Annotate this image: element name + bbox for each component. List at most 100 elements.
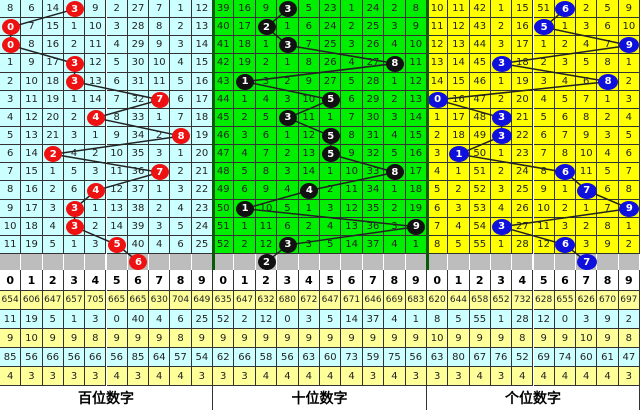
grid-cell: 20 (42, 108, 64, 127)
grid-cell: 7 (106, 90, 128, 109)
stat-cell: 63 (298, 348, 320, 367)
grid-cell: 15 (21, 163, 43, 182)
grid-cell: 24 (512, 163, 534, 182)
grid-cell: 40 (127, 235, 150, 254)
grid-cell: 17 (448, 108, 470, 127)
grid-cell: 3 (554, 217, 577, 236)
gray-cell (469, 254, 491, 270)
grid-cell: 7 (341, 108, 363, 127)
grid-cell: 1 (63, 18, 86, 37)
grid-cell: 49 (469, 127, 491, 146)
grid-cell: 6 (234, 181, 256, 200)
grid-cell: 2 (149, 127, 171, 146)
grid-cell: 48 (213, 163, 235, 182)
stat-cell: 11 (0, 310, 22, 329)
grid-cell: 16 (405, 145, 427, 164)
number-ball: 3 (65, 1, 84, 18)
grid-cell: 2 (427, 127, 449, 146)
grid-cell: 1 (427, 108, 449, 127)
grid-cell: 3 (490, 181, 513, 200)
grid-cell: 2 (490, 18, 513, 37)
stat-cell: 25 (191, 310, 213, 329)
grid-cell: 1 (554, 18, 577, 37)
stat-cell: 64 (149, 348, 171, 367)
grid-cell: 14 (21, 145, 43, 164)
stat-cell: 75 (384, 348, 406, 367)
stat-cell: 0 (277, 310, 299, 329)
grid-cell: 3 (384, 18, 406, 37)
grid-cell: 17 (42, 54, 64, 73)
stat-cell: 9 (234, 329, 256, 348)
grid-cell: 13 (427, 54, 449, 73)
grid-cell: 12 (533, 235, 555, 254)
grid-cell: 5 (170, 217, 192, 236)
stat-cell: 9 (255, 329, 278, 348)
stat-cell: 9 (149, 329, 171, 348)
grid-cell: 8 (149, 18, 171, 37)
grid-cell: 9 (533, 181, 555, 200)
stat-cell: 9 (469, 329, 491, 348)
stat-cell: 9 (127, 329, 150, 348)
number-ball: 3 (65, 55, 84, 72)
grid-cell: 5 (533, 108, 555, 127)
grid-cell: 7 (533, 145, 555, 164)
stat-cell: 3 (63, 367, 86, 386)
digit-header: 8 (170, 270, 192, 291)
stat-cell: 56 (106, 348, 128, 367)
stat-cell: 654 (0, 291, 22, 310)
grid-cell: 6 (427, 199, 449, 218)
stat-cell: 9 (320, 329, 342, 348)
grid-cell: 6 (597, 181, 619, 200)
grid-cell: 11 (298, 108, 320, 127)
grid-cell: 2 (576, 0, 598, 19)
grid-cell: 47 (213, 145, 235, 164)
grid-cell: 18 (42, 72, 64, 91)
grid-cell: 7 (597, 199, 619, 218)
stat-cell: 9 (554, 329, 577, 348)
grid-cell: 46 (469, 72, 491, 91)
stat-cell: 3 (490, 367, 513, 386)
number-ball: 7 (150, 91, 169, 108)
grid-cell: 39 (127, 217, 150, 236)
grid-cell: 8 (597, 54, 619, 73)
grid-cell: 4 (320, 217, 342, 236)
grid-cell: 6 (21, 0, 43, 19)
grid-cell: 8 (427, 235, 449, 254)
grid-cell: 1 (490, 145, 513, 164)
grid-cell: 2 (63, 108, 86, 127)
grid-cell: 32 (362, 145, 385, 164)
grid-cell: 16 (42, 36, 64, 55)
grid-cell: 6 (298, 18, 320, 37)
stat-cell: 4 (0, 367, 22, 386)
grid-cell: 28 (362, 72, 385, 91)
grid-cell: 7 (427, 217, 449, 236)
stat-cell: 57 (170, 348, 192, 367)
number-ball: 9 (619, 200, 640, 217)
grid-cell: 1 (490, 235, 513, 254)
grid-cell: 4 (149, 235, 171, 254)
stat-cell: 5 (42, 310, 64, 329)
number-ball: 3 (491, 55, 512, 72)
gray-cell (320, 254, 342, 270)
grid-cell: 9 (618, 0, 640, 19)
grid-cell: 3 (255, 72, 278, 91)
grid-cell: 10 (149, 54, 171, 73)
grid-cell: 2 (234, 108, 256, 127)
grid-cell: 7 (554, 127, 577, 146)
grid-cell: 9 (106, 127, 128, 146)
grid-cell: 9 (149, 36, 171, 55)
stat-cell: 680 (277, 291, 299, 310)
digit-header: 7 (362, 270, 385, 291)
stat-cell: 56 (21, 348, 43, 367)
grid-cell: 25 (362, 18, 385, 37)
stat-cell: 4 (576, 367, 598, 386)
grid-cell: 4 (554, 72, 577, 91)
grid-cell: 12 (298, 127, 320, 146)
grid-cell: 2 (490, 163, 513, 182)
gray-cell (597, 254, 619, 270)
grid-cell: 28 (127, 18, 150, 37)
grid-cell: 10 (106, 145, 128, 164)
grid-cell: 12 (405, 72, 427, 91)
grid-cell: 9 (576, 127, 598, 146)
number-ball: 5 (321, 128, 340, 145)
